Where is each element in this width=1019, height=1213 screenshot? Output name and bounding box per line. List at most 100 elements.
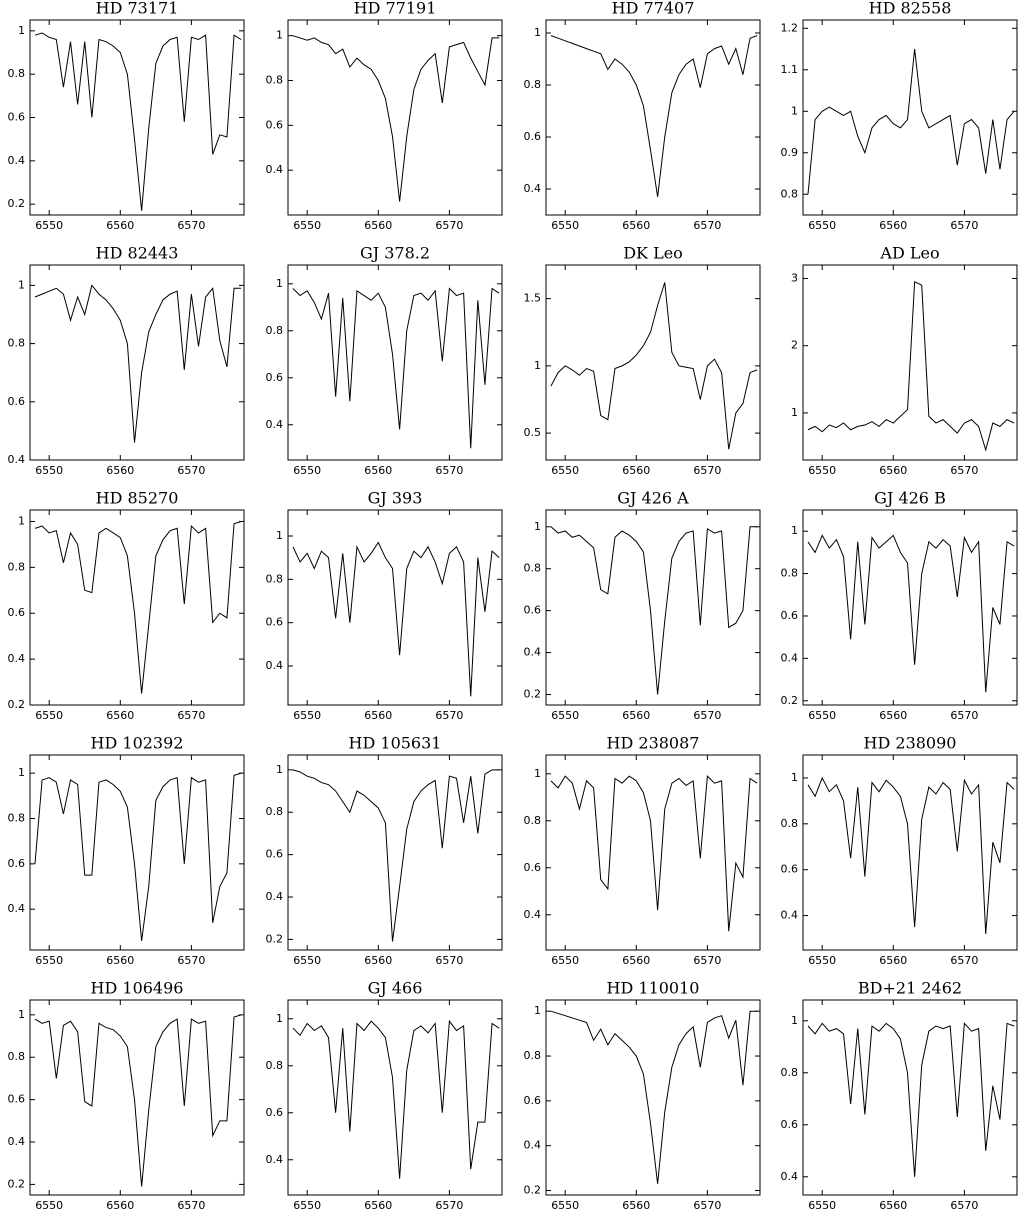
plot-frame bbox=[545, 509, 761, 706]
spectrum-line bbox=[807, 1022, 1015, 1177]
y-tick-label: 0.6 bbox=[266, 848, 284, 861]
x-tick-label: 6570 bbox=[693, 954, 721, 967]
plot-area bbox=[34, 1014, 242, 1187]
y-tick-label: 0.8 bbox=[781, 187, 799, 200]
panel-title: HD 102392 bbox=[91, 734, 184, 753]
y-tick-label: 0.4 bbox=[781, 1170, 799, 1183]
y-tick-label: 0.6 bbox=[524, 604, 542, 617]
spectrum-line bbox=[292, 1019, 500, 1179]
y-tick-label: 0.8 bbox=[524, 562, 542, 575]
y-tick-label: 0.8 bbox=[524, 814, 542, 827]
y-tick-label: 0.5 bbox=[524, 426, 542, 439]
plot-area bbox=[292, 35, 500, 202]
y-tick-label: 0.6 bbox=[266, 616, 284, 629]
panel-title: HD 73171 bbox=[96, 0, 179, 18]
spectrum-line bbox=[550, 775, 758, 932]
spectrum-line bbox=[34, 772, 242, 941]
x-tick-label: 6570 bbox=[693, 464, 721, 477]
y-tick-label: 0.4 bbox=[781, 909, 799, 922]
spectrum-line bbox=[807, 281, 1015, 452]
spectrum-line bbox=[807, 48, 1015, 195]
plot-frame bbox=[545, 264, 761, 461]
y-tick-label: 0.2 bbox=[8, 197, 26, 210]
x-tick-label: 6570 bbox=[950, 1199, 978, 1212]
x-tick-label: 6550 bbox=[808, 709, 836, 722]
y-tick-label: 1.2 bbox=[781, 21, 799, 34]
panel-title: HD 238087 bbox=[607, 734, 700, 753]
plot-frame bbox=[545, 754, 761, 951]
y-tick-label: 1 bbox=[18, 278, 25, 291]
x-tick-label: 6560 bbox=[622, 219, 650, 232]
panel-title: AD Leo bbox=[879, 244, 939, 263]
y-tick-label: 0.8 bbox=[266, 805, 284, 818]
panel: GJ 426 B 6550 6560 6570 0.2 0.4 0.6 0.8 1 bbox=[781, 489, 1018, 722]
y-tick-label: 0.6 bbox=[781, 1118, 799, 1131]
panel-title: HD 110010 bbox=[607, 979, 700, 998]
y-tick-label: 0.6 bbox=[266, 118, 284, 131]
x-tick-label: 6570 bbox=[950, 709, 978, 722]
y-tick-label: 0.8 bbox=[524, 1049, 542, 1062]
x-tick-label: 6560 bbox=[106, 1199, 134, 1212]
y-tick-label: 0.4 bbox=[266, 890, 284, 903]
spectrum-line bbox=[550, 282, 758, 450]
x-tick-label: 6570 bbox=[693, 1199, 721, 1212]
plot-frame bbox=[287, 19, 503, 216]
y-tick-label: 0.6 bbox=[781, 863, 799, 876]
panel: HD 106496 6550 6560 6570 0.2 0.4 0.6 0.8 1 bbox=[8, 979, 245, 1212]
x-tick-label: 6570 bbox=[177, 464, 205, 477]
panel: DK Leo 6550 6560 6570 0.5 1 1.5 bbox=[524, 244, 761, 477]
y-tick-label: 0.2 bbox=[781, 694, 799, 707]
x-tick-label: 6560 bbox=[879, 1199, 907, 1212]
panel: GJ 393 6550 6560 6570 0.4 0.6 0.8 1 bbox=[266, 489, 503, 722]
plot-area bbox=[807, 48, 1015, 195]
x-tick-label: 6570 bbox=[435, 709, 463, 722]
y-tick-label: 0.8 bbox=[781, 567, 799, 580]
panel-title: GJ 426 A bbox=[617, 489, 689, 508]
y-tick-label: 0.2 bbox=[266, 932, 284, 945]
y-tick-label: 1 bbox=[534, 359, 541, 372]
plot-area bbox=[292, 287, 500, 449]
x-tick-label: 6570 bbox=[177, 1199, 205, 1212]
panel: HD 82558 6550 6560 6570 0.8 0.9 1 1.1 1.2 bbox=[781, 0, 1018, 232]
panel-title: GJ 393 bbox=[368, 489, 423, 508]
panel-title: DK Leo bbox=[623, 244, 683, 263]
spectrum-line bbox=[292, 35, 500, 202]
panel-title: HD 77407 bbox=[612, 0, 695, 18]
y-tick-label: 0.8 bbox=[266, 1059, 284, 1072]
plot-area bbox=[807, 1022, 1015, 1177]
plot-area bbox=[550, 1010, 758, 1184]
plot-frame bbox=[287, 999, 503, 1196]
panel-title: HD 85270 bbox=[96, 489, 179, 508]
plot-area bbox=[292, 1019, 500, 1179]
y-tick-label: 0.4 bbox=[8, 902, 26, 915]
panel: HD 238087 6550 6560 6570 0.4 0.6 0.8 1 bbox=[524, 734, 761, 967]
y-tick-label: 0.2 bbox=[524, 1184, 542, 1197]
plot-area bbox=[807, 281, 1015, 452]
panel: HD 102392 6550 6560 6570 0.4 0.6 0.8 1 bbox=[8, 734, 245, 967]
x-tick-label: 6550 bbox=[808, 219, 836, 232]
y-tick-label: 0.8 bbox=[266, 74, 284, 87]
y-tick-label: 0.9 bbox=[781, 146, 799, 159]
x-tick-label: 6550 bbox=[293, 954, 321, 967]
y-tick-label: 0.8 bbox=[524, 78, 542, 91]
spectrum-line bbox=[550, 35, 758, 197]
y-tick-label: 0.4 bbox=[8, 652, 26, 665]
y-tick-label: 2 bbox=[791, 339, 798, 352]
y-tick-label: 1 bbox=[534, 1004, 541, 1017]
y-tick-label: 1 bbox=[791, 771, 798, 784]
x-tick-label: 6560 bbox=[106, 709, 134, 722]
y-tick-label: 0.8 bbox=[266, 324, 284, 337]
y-tick-label: 1 bbox=[18, 24, 25, 37]
y-tick-label: 0.4 bbox=[8, 1135, 26, 1148]
x-tick-label: 6570 bbox=[950, 219, 978, 232]
plot-frame bbox=[545, 999, 761, 1196]
plot-area bbox=[292, 541, 500, 697]
panel: GJ 466 6550 6560 6570 0.4 0.6 0.8 1 bbox=[266, 979, 503, 1212]
panel-title: HD 82558 bbox=[869, 0, 952, 18]
panel: HD 238090 6550 6560 6570 0.4 0.6 0.8 1 bbox=[781, 734, 1018, 967]
panel-title: HD 105631 bbox=[349, 734, 442, 753]
panel-title: HD 77191 bbox=[354, 0, 437, 18]
y-tick-label: 0.6 bbox=[266, 371, 284, 384]
x-tick-label: 6560 bbox=[879, 219, 907, 232]
plot-area bbox=[807, 534, 1015, 693]
